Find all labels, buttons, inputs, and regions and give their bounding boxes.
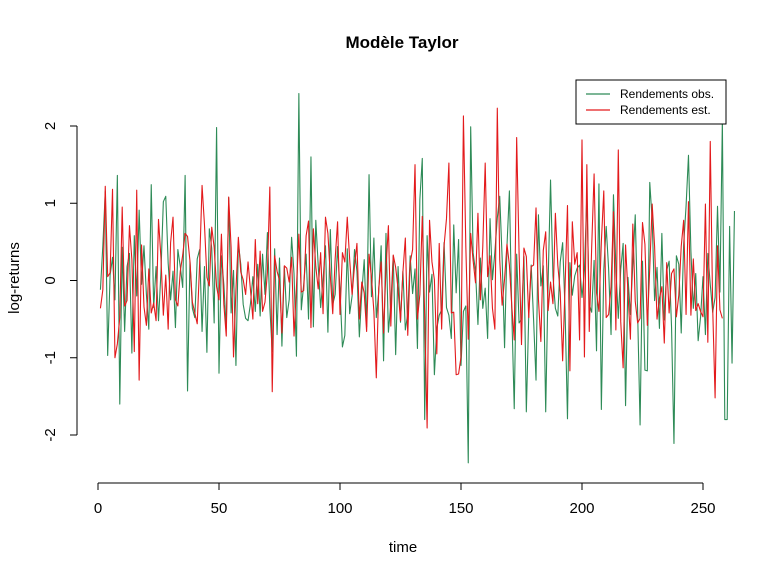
- x-tick-label: 250: [690, 500, 715, 517]
- x-tick-label: 100: [327, 500, 352, 517]
- y-axis: -2 -1 0 1 2: [42, 122, 78, 442]
- y-tick-label: 2: [42, 122, 59, 130]
- series-line-obs: [99, 93, 736, 464]
- x-tick-label: 200: [569, 500, 594, 517]
- chart-title: Modèle Taylor: [345, 33, 458, 52]
- legend-box: [575, 79, 727, 125]
- legend-label-obs: Rendements obs.: [620, 87, 714, 101]
- x-axis-label: time: [389, 539, 417, 556]
- y-tick-label: -2: [42, 428, 59, 441]
- y-axis-label: log-returns: [6, 242, 23, 314]
- x-tick-label: 0: [94, 500, 102, 517]
- series-line-est: [99, 107, 723, 429]
- x-tick-label: 50: [211, 500, 228, 517]
- series-layer: [99, 93, 736, 464]
- x-axis: 0 50 100 150 200 250: [94, 482, 716, 517]
- y-tick-label: 0: [42, 276, 59, 284]
- x-tick-label: 150: [448, 500, 473, 517]
- legend-label-est: Rendements est.: [620, 103, 711, 117]
- legend: Rendements obs. Rendements est.: [575, 79, 727, 125]
- y-tick-label: -1: [42, 351, 59, 364]
- y-tick-label: 1: [42, 199, 59, 207]
